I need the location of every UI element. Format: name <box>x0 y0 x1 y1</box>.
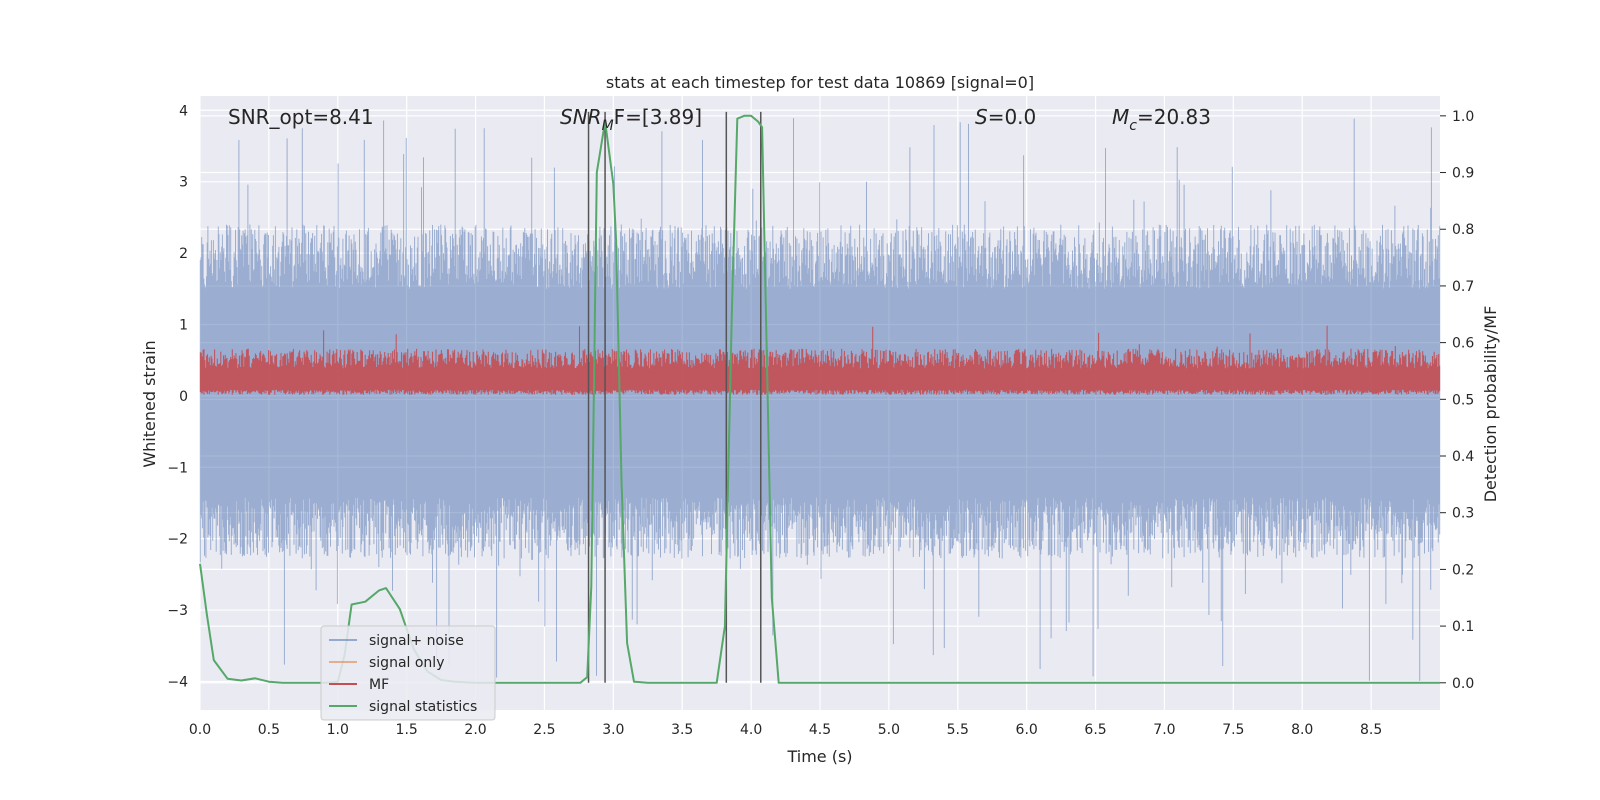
chart-title: stats at each timestep for test data 108… <box>606 73 1034 92</box>
annotation-s: S=0.0 <box>975 105 1036 129</box>
x-tick-label: 5.5 <box>947 722 969 738</box>
y-left-tick-label: 3 <box>179 175 188 191</box>
annotation-s-label: S <box>975 105 988 129</box>
annotation-snr-opt: SNR_opt=8.41 <box>228 105 374 129</box>
y-right-tick-label: 0.0 <box>1452 676 1474 692</box>
y-left-tick-label: 1 <box>179 317 188 333</box>
y-right-tick-label: 0.7 <box>1452 279 1474 295</box>
y-left-tick-label: −1 <box>167 460 188 476</box>
legend-label-signal-only: signal only <box>369 655 444 671</box>
annotation-snr-mf-sub: M <box>602 118 614 134</box>
x-tick-label: 0.0 <box>189 722 211 738</box>
annotation-snr-mf-rest: F=[3.89] <box>614 105 702 129</box>
x-tick-label: 0.5 <box>258 722 280 738</box>
x-tick-label: 3.5 <box>671 722 693 738</box>
x-tick-label: 3.0 <box>602 722 624 738</box>
annotation-snr-mf: SNRMF=[3.89] <box>560 105 702 134</box>
annotation-s-value: =0.0 <box>988 105 1037 129</box>
vertical-lines <box>587 111 762 683</box>
y-right-tick-label: 0.6 <box>1452 336 1474 352</box>
x-tick-label: 7.5 <box>1222 722 1244 738</box>
mf-trace <box>199 324 1441 395</box>
x-tick-label: 8.0 <box>1291 722 1313 738</box>
y-right-tick-label: 0.1 <box>1452 619 1474 635</box>
x-tick-label: 6.0 <box>1016 722 1038 738</box>
x-tick-label: 2.0 <box>464 722 486 738</box>
y-left-tick-label: 0 <box>179 389 188 405</box>
signal-statistics-line <box>199 114 1440 684</box>
x-tick-label: 1.0 <box>327 722 349 738</box>
legend: signal+ noise signal only MF signal stat… <box>320 625 496 721</box>
annotation-mc: Mc=20.83 <box>1112 105 1211 134</box>
x-tick-label: 4.5 <box>809 722 831 738</box>
legend-box <box>320 625 496 721</box>
series-mf <box>199 324 1441 395</box>
legend-label-mf: MF <box>369 677 389 693</box>
y-right-tick-label: 1.0 <box>1452 109 1474 125</box>
y-left-tick-label: −2 <box>167 532 188 548</box>
y-right-tick-label: 0.5 <box>1452 392 1474 408</box>
y-left-tick-label: 2 <box>179 246 188 262</box>
annotation-mc-value: =20.83 <box>1137 105 1211 129</box>
x-tick-label: 8.5 <box>1360 722 1382 738</box>
y-axis-label-right: Detection probability/MF <box>1481 306 1500 503</box>
y-left-tick-label: 4 <box>179 103 188 119</box>
legend-label-signal-plus-noise: signal+ noise <box>369 633 464 649</box>
y-right-tick-label: 0.4 <box>1452 449 1474 465</box>
x-tick-label: 7.0 <box>1153 722 1175 738</box>
y-left-tick-label: −3 <box>167 603 188 619</box>
y-right-tick-label: 0.2 <box>1452 562 1474 578</box>
annotation-mc-sub: c <box>1129 118 1137 134</box>
x-axis-label: Time (s) <box>786 747 852 766</box>
x-tick-label: 1.5 <box>396 722 418 738</box>
x-tick-label: 5.0 <box>878 722 900 738</box>
y-right-tick-label: 0.3 <box>1452 506 1474 522</box>
y-right-tick-label: 0.8 <box>1452 222 1474 238</box>
series-signal-statistics <box>199 114 1440 684</box>
ticks: 0.0 0.5 1.0 1.5 2.0 2.5 3.0 3.5 4.0 4.5 5.0 5.5 6.0 6… <box>167 103 1474 738</box>
x-tick-label: 6.5 <box>1084 722 1106 738</box>
x-tick-label: 4.0 <box>740 722 762 738</box>
y-left-tick-label: −4 <box>167 674 188 690</box>
y-right-tick-label: 0.9 <box>1452 166 1474 182</box>
x-tick-label: 2.5 <box>533 722 555 738</box>
annotation-mc-label: M <box>1112 105 1129 129</box>
annotation-snr-mf-main: SNR <box>560 105 602 129</box>
legend-label-signal-statistics: signal statistics <box>369 699 477 715</box>
y-axis-label-left: Whitened strain <box>140 340 159 467</box>
